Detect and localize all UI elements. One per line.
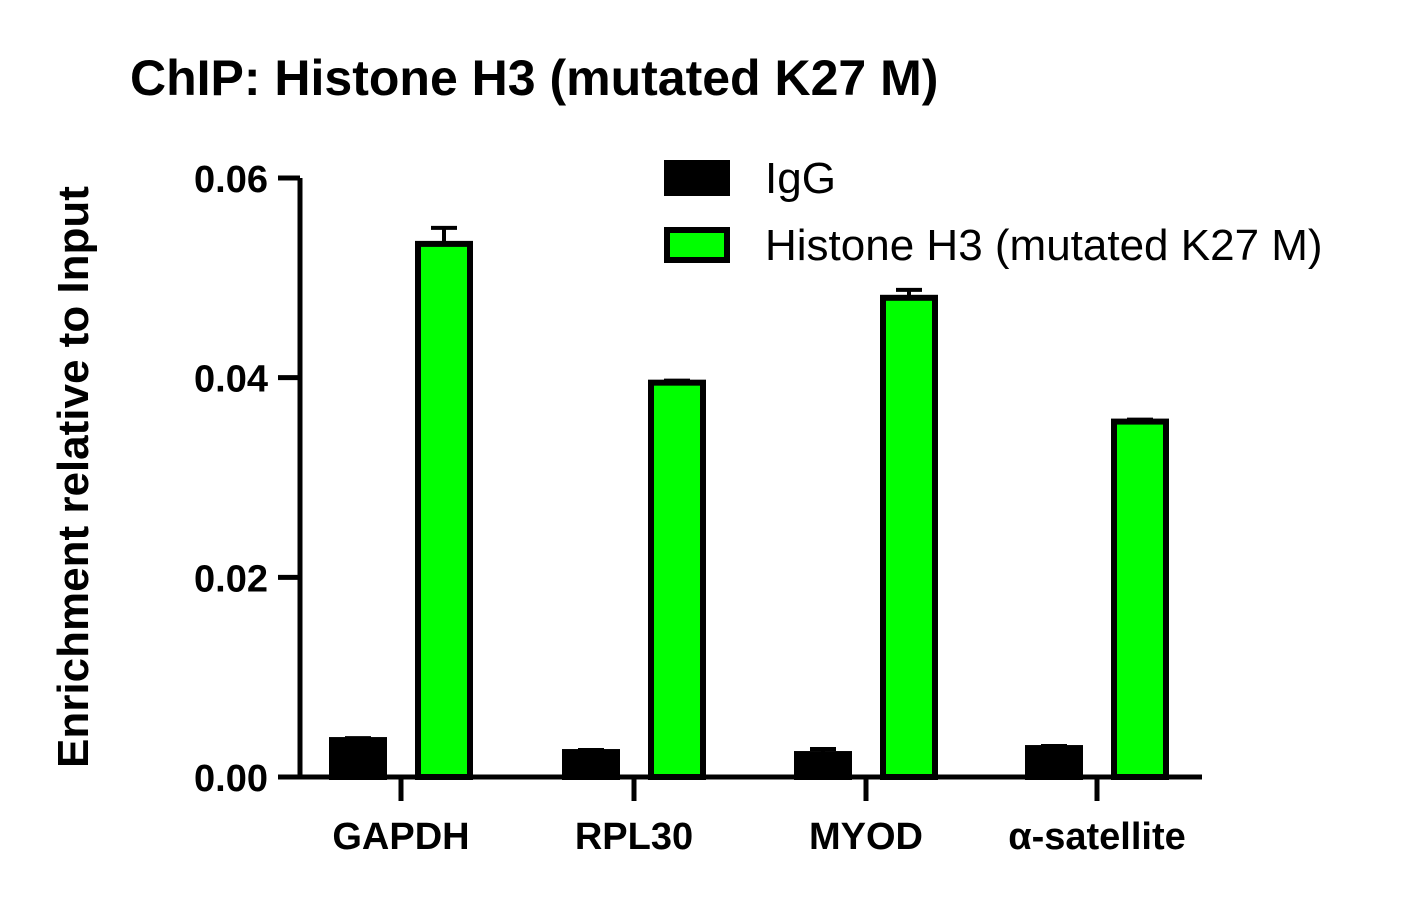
legend-swatch	[664, 160, 730, 196]
y-tick-label: 0.04	[194, 359, 268, 401]
legend-swatch	[664, 227, 730, 263]
x-tick-label: α-satellite	[1008, 816, 1186, 858]
legend: IgG Histone H3 (mutated K27 M)	[664, 154, 1323, 270]
axes: 0.00 0.02 0.04 0.06 GAPDH RPL30 MYOD α-satellit…	[194, 159, 1202, 858]
bar-igg-myod	[794, 751, 852, 780]
bars	[329, 225, 1169, 781]
bar-histone-h3-myod	[880, 294, 938, 780]
x-tick-label: GAPDH	[332, 816, 469, 858]
bar-histone-h3-rpl30	[648, 379, 706, 780]
legend-label: Histone H3 (mutated K27 M)	[765, 221, 1323, 270]
bar-histone-h3-gapdh	[415, 240, 473, 780]
bar-igg-satellite	[1025, 745, 1083, 781]
bar-igg-gapdh	[329, 737, 387, 780]
x-tick-label: RPL30	[575, 816, 693, 858]
y-tick-label: 0.02	[194, 558, 268, 600]
legend-label: IgG	[765, 154, 836, 203]
bar-histone-h3-satellite	[1111, 418, 1169, 780]
y-axis-label: Enrichment relative to Input	[49, 186, 98, 768]
y-tick-label: 0.00	[194, 758, 268, 800]
chart-title: ChIP: Histone H3 (mutated K27 M)	[130, 50, 938, 106]
x-tick-label: MYOD	[809, 816, 923, 858]
y-tick-label: 0.06	[194, 159, 268, 201]
bar-igg-rpl30	[562, 749, 620, 781]
